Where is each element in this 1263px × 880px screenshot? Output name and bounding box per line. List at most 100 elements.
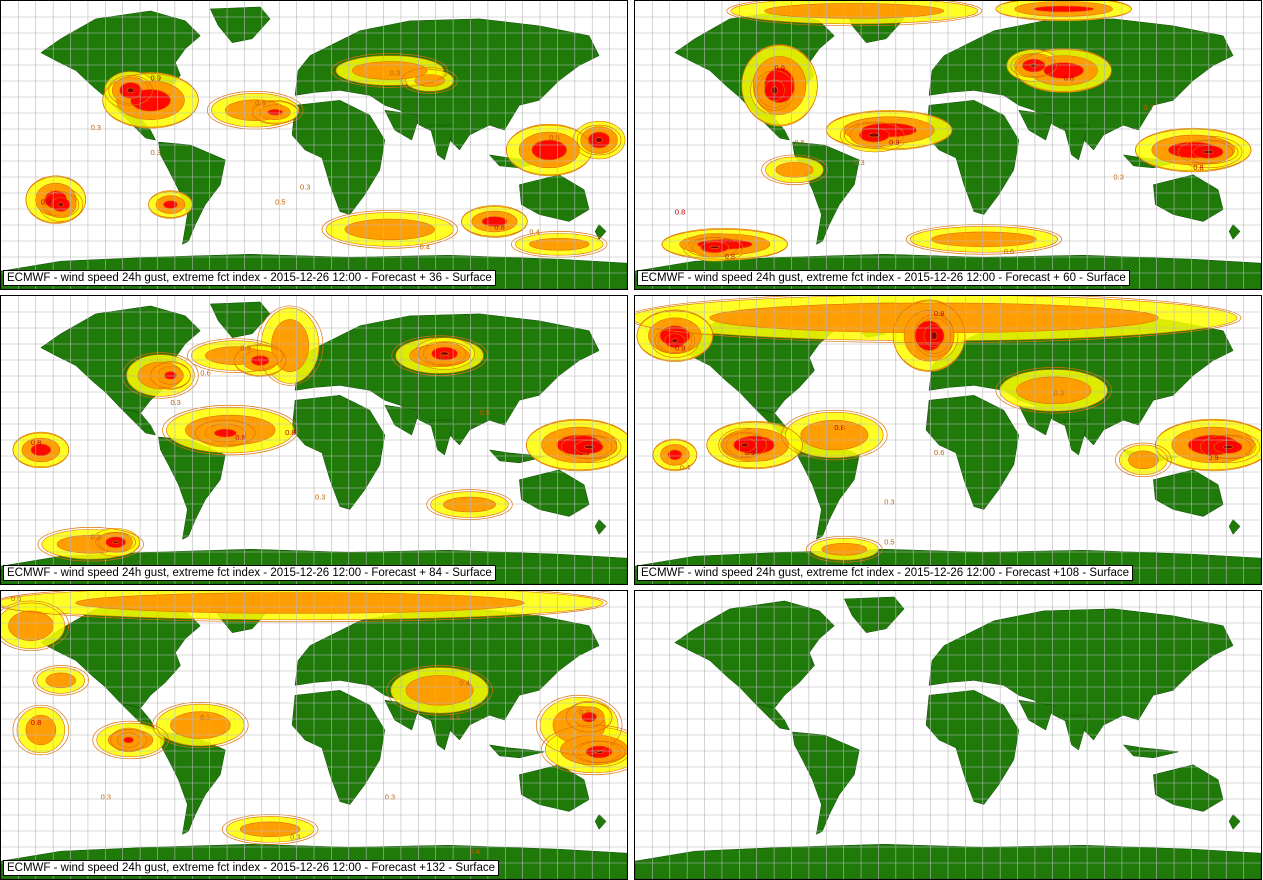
efi-isoline-0 <box>741 45 818 126</box>
efi-isoline-5 <box>706 421 803 469</box>
contour-label-8: 0.4 <box>420 242 430 251</box>
efi-isoline-12 <box>905 224 1062 255</box>
efi-isoline-10 <box>461 206 528 237</box>
contour-label-4: 0.5 <box>549 133 559 142</box>
efi-isoline-9 <box>781 409 888 461</box>
efi-isoline-10 <box>560 434 618 460</box>
efi-contour-level-1-0 <box>75 592 525 614</box>
land-greenland <box>843 596 905 633</box>
efi-contour-level-1-7 <box>25 714 57 746</box>
efi-field <box>25 53 626 258</box>
contour-label-7: 0.4 <box>680 463 690 472</box>
map-caption-2: ECMWF - wind speed 24h gust, extreme fct… <box>637 270 1130 286</box>
map-caption-4: ECMWF - wind speed 24h gust, extreme fct… <box>637 565 1134 581</box>
efi-isoline-13 <box>1115 442 1172 478</box>
contour-label-0: 0.8 <box>31 438 41 447</box>
efi-contour-level-3-9 <box>709 245 721 249</box>
land-new-zealand <box>1228 519 1241 535</box>
efi-contour-level-3-8 <box>1222 444 1234 449</box>
land-central-america <box>753 702 790 731</box>
efi-contour-level-1-9 <box>800 419 869 451</box>
contour-label-1: 0.9 <box>889 138 899 147</box>
efi-isoline-9 <box>321 210 458 249</box>
efi-isoline-5 <box>1010 53 1058 78</box>
contour-label-9: 0.5 <box>884 537 894 546</box>
contour-label-2: 0.8 <box>1193 163 1203 172</box>
land-new-zealand <box>594 224 607 240</box>
contour-label-3: 0.9 <box>1208 453 1218 462</box>
land-arabia <box>384 109 420 141</box>
contour-label-8: 0.3 <box>315 493 325 502</box>
efi-isoline-8 <box>195 419 256 447</box>
contour-label-8: 0.3 <box>385 793 395 802</box>
efi-field <box>635 296 1261 563</box>
efi-isoline-12 <box>401 67 458 94</box>
efi-isoline-7 <box>12 704 70 756</box>
efi-contour-level-1-13 <box>529 238 590 251</box>
efi-contour-level-2-10 <box>481 216 508 227</box>
lat-lon-grid <box>1 1 627 289</box>
efi-field <box>661 1 1252 262</box>
efi-contour-level-1-11 <box>821 542 868 556</box>
efi-isoline-0 <box>102 73 199 128</box>
map-caption-3: ECMWF - wind speed 24h gust, extreme fct… <box>3 565 496 581</box>
contour-label-0: 0.8 <box>934 309 944 318</box>
land-arabia <box>1018 699 1054 731</box>
efi-field <box>12 305 627 562</box>
map-panel-2: 0.9 0.9 0.8 0.8 0.8 0.3 0.6 0.3 0.8 0.5 0.7 ECMWF … <box>634 0 1262 290</box>
map-3: 0.8 0.9 0.8 0.3 0.7 0.3 0.9 0.3 0.3 0.5 0.6 <box>1 296 627 584</box>
efi-contour-level-1-9 <box>405 675 474 706</box>
efi-isoline-4 <box>1015 49 1112 92</box>
lat-lon-grid <box>635 296 1261 584</box>
contour-label-10: 0.5 <box>275 198 285 207</box>
efi-contour-level-2-4 <box>164 371 177 380</box>
contour-label-7: 0.3 <box>300 183 310 192</box>
contour-label-2: 0.9 <box>745 448 755 457</box>
land-indonesia <box>488 744 545 759</box>
efi-contour-level-2-12 <box>667 449 683 461</box>
contour-label-5: 0.8 <box>494 222 504 231</box>
efi-isoline-3 <box>636 310 714 361</box>
efi-isoline-1 <box>535 694 623 756</box>
map-4: 0.8 0.9 0.9 0.9 0.3 0.8 0.3 0.4 0.6 0.5 <box>635 296 1261 584</box>
land-arabia <box>1018 109 1054 141</box>
efi-contour-level-3-7 <box>1202 149 1214 154</box>
efi-isoline-9 <box>386 665 493 716</box>
efi-contour-level-3-6 <box>740 442 749 448</box>
efi-isoline-11 <box>32 665 90 696</box>
contour-label-0: 0.9 <box>775 64 785 73</box>
efi-contour-level-2-6 <box>123 736 134 744</box>
land-new-zealand <box>1228 224 1241 240</box>
contour-label-8: 0.6 <box>934 448 944 457</box>
efi-contour-level-1-12 <box>8 610 54 641</box>
efi-contour-level-2-8 <box>214 428 237 438</box>
contour-label-5: 0.3 <box>854 158 864 167</box>
efi-isoline-9 <box>525 419 627 471</box>
efi-isoline-3 <box>42 191 80 218</box>
efi-contour-level-3-8 <box>595 137 603 143</box>
land-greenland <box>209 6 271 43</box>
efi-contour-level-3-1 <box>771 86 778 95</box>
efi-isoline-8 <box>576 124 622 156</box>
contour-label-9: 0.4 <box>470 847 480 856</box>
efi-isoline-8 <box>152 701 249 749</box>
efi-isoline-1 <box>108 75 153 106</box>
efi-isoline-5 <box>92 720 169 760</box>
efi-isoline-10 <box>221 814 319 845</box>
efi-contour-level-3-6 <box>439 351 450 356</box>
map-panel-4: 0.8 0.9 0.9 0.9 0.3 0.8 0.3 0.4 0.6 0.5 ECMWF - w… <box>634 295 1262 585</box>
contour-label-2: 0.8 <box>285 428 295 437</box>
contour-label-0: 0.6 <box>11 594 21 603</box>
efi-contour-level-3-3 <box>868 132 881 138</box>
land-greenland <box>209 301 271 338</box>
efi-isoline-7 <box>1177 139 1239 165</box>
contour-label-9: 0.3 <box>91 123 101 132</box>
contour-label-2: 0.4 <box>460 678 470 687</box>
efi-field <box>1 591 627 845</box>
efi-contour-level-2-4 <box>1043 62 1084 79</box>
map-2: 0.90.90.80.80.80.30.60.30.80.50.7 <box>635 1 1261 289</box>
land-new-zealand <box>1228 814 1241 830</box>
efi-isoline-4 <box>572 740 626 764</box>
contour-label-5: 0.8 <box>834 423 844 432</box>
efi-contour-level-2-0 <box>130 89 171 112</box>
